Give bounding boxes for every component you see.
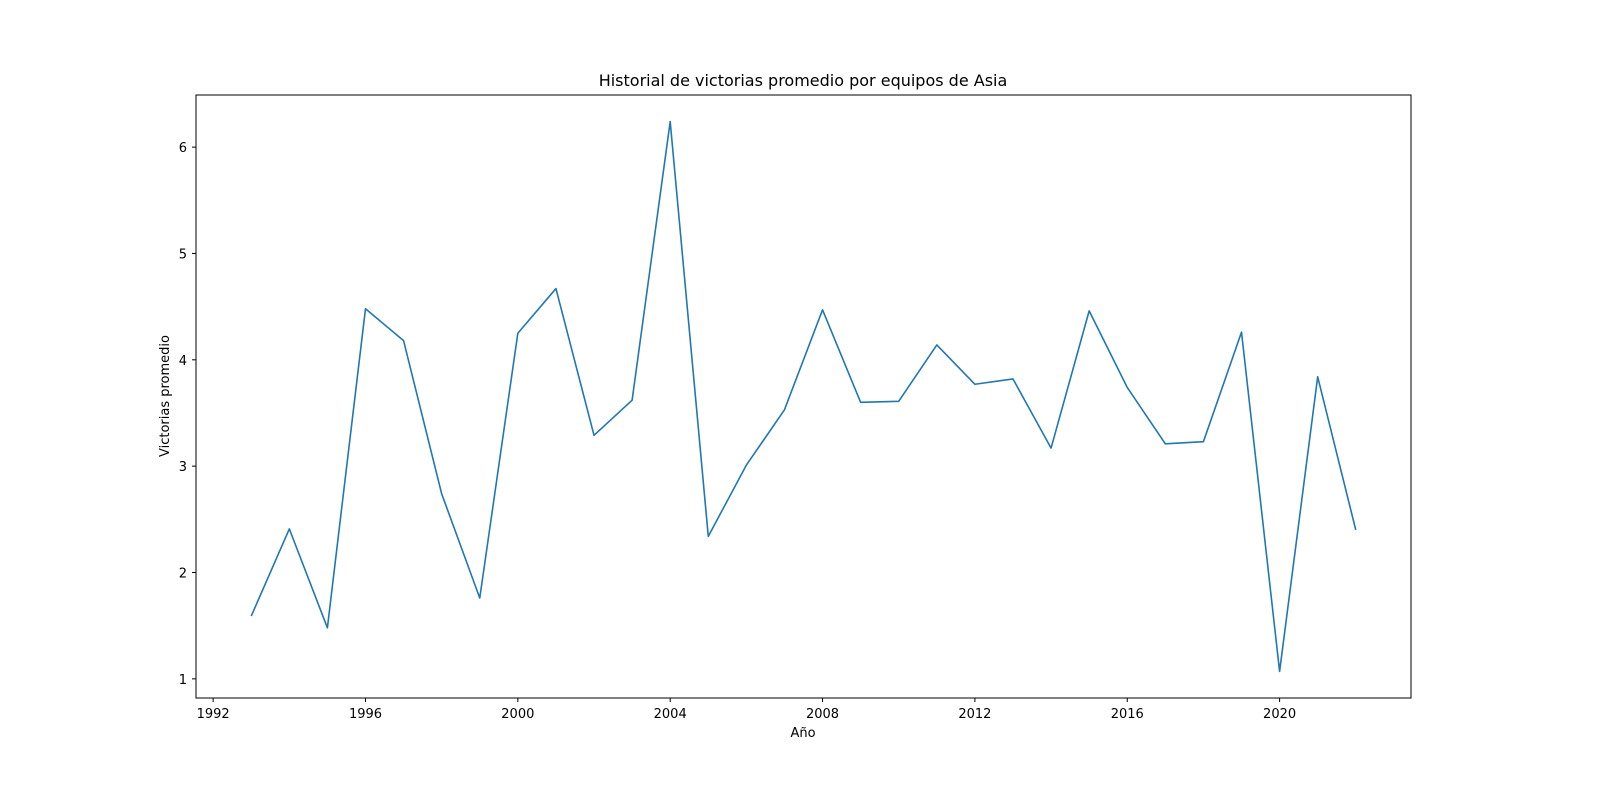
y-tick-label: 2 [179,567,187,582]
y-axis: 1 2 3 4 5 6 [179,141,196,688]
x-tick-label: 2012 [958,707,991,722]
x-tick-label: 2000 [501,707,534,722]
x-tick-label: 2008 [806,707,839,722]
y-tick-label: 4 [179,354,187,369]
plot-area [250,120,1357,673]
x-axis: 1992 1996 2000 2004 2008 2012 2016 2020 [197,698,1296,722]
x-tick-label: 2020 [1263,707,1296,722]
x-tick-label: 1992 [197,707,230,722]
x-tick-label: 1996 [349,707,382,722]
y-axis-title: Victorias promedio [158,335,173,457]
series-line-0 [250,120,1357,673]
y-tick-label: 3 [179,460,187,475]
y-tick-label: 1 [179,673,187,688]
x-tick-label: 2004 [654,707,687,722]
y-tick-label: 5 [179,247,187,262]
x-tick-label: 2016 [1111,707,1144,722]
x-axis-title: Año [790,726,815,741]
chart-title: Historial de victorias promedio por equi… [599,71,1008,90]
y-tick-label: 6 [179,141,187,156]
axes-frame [195,94,1412,699]
